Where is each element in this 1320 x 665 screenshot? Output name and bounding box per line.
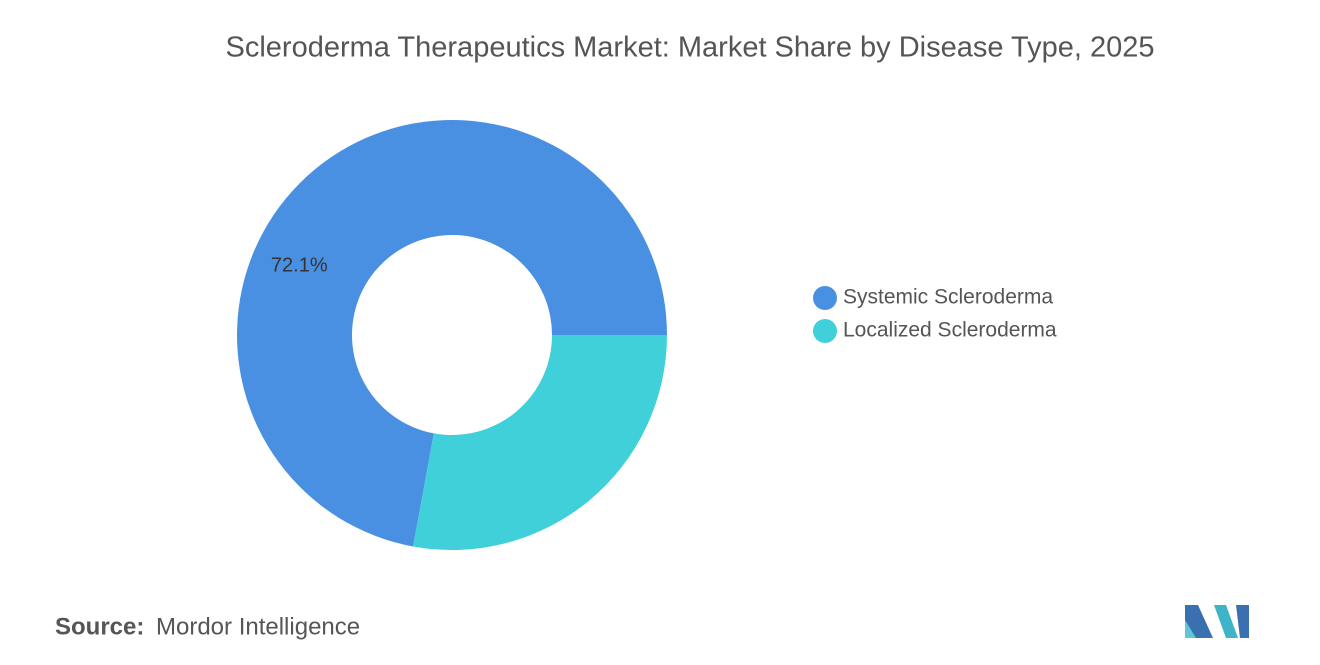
donut-slice	[237, 120, 667, 547]
legend-marker	[813, 286, 837, 310]
donut-slice	[413, 335, 667, 550]
logo	[1185, 605, 1249, 638]
legend-label: Systemic Scleroderma	[843, 286, 1053, 309]
legend-label: Localized Scleroderma	[843, 319, 1057, 342]
data-label: 72.1%	[271, 254, 328, 276]
legend-marker	[813, 319, 837, 343]
source: Mordor Intelligence	[156, 613, 360, 640]
chart-title: Scleroderma Therapeutics Market: Market …	[226, 32, 1155, 64]
source-label: Source:	[55, 613, 144, 640]
